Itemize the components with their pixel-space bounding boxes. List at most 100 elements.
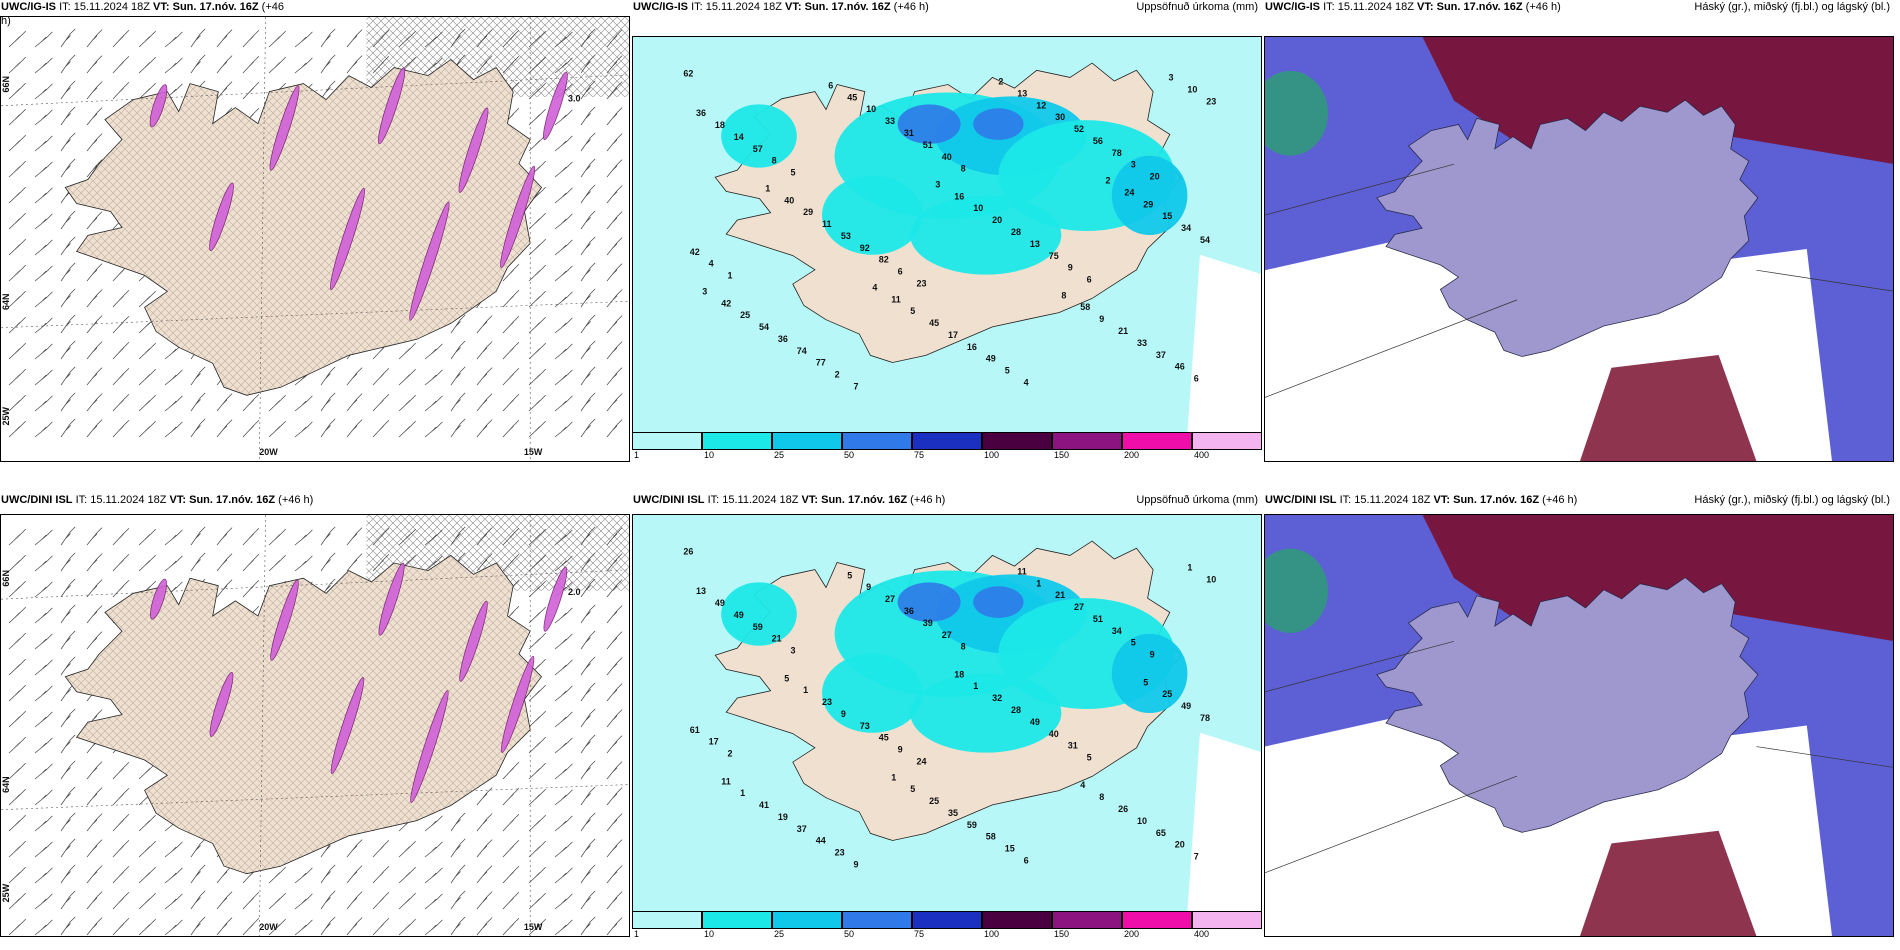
lat-label: 66N: [1, 76, 11, 93]
precip-value: 31: [904, 128, 914, 138]
precip-map: 26 24 9 9 5 3 6 2 8 7 9 5 23 31 21 15 17 27 20 45 34 44 40 59 58…: [632, 514, 1262, 912]
colorbar-box: [1122, 911, 1192, 929]
panel-title: UWC/DINI ISL IT: 15.11.2024 18Z VT: Sun.…: [1, 494, 314, 506]
panel-title: UWC/DINI ISL IT: 15.11.2024 18Z VT: Sun.…: [633, 494, 946, 506]
precip-value: 25: [740, 310, 750, 320]
precip-value: 2: [998, 77, 1003, 87]
precip-value: 21: [1055, 590, 1065, 600]
lon-label: 15W: [524, 447, 543, 457]
precip-colorbar: 1 10 25 50 75 100 150 200 400: [632, 911, 1262, 941]
precip-value: 33: [1137, 338, 1147, 348]
panel-subtitle: Uppsöfnuð úrkoma (mm): [1136, 1, 1258, 13]
precip-value: 4: [872, 282, 877, 292]
precip-value: 40: [784, 195, 794, 205]
precip-value: 16: [967, 342, 977, 352]
precip-value: 10: [973, 203, 983, 213]
panel-subtitle: Háský (gr.), miðský (fj.bl.) og lágský (…: [1694, 1, 1890, 13]
precip-value: 59: [753, 622, 763, 632]
colorbar-tick: 1: [634, 929, 640, 939]
panel-row2-clouds: UWC/DINI ISL IT: 15.11.2024 18Z VT: Sun.…: [1264, 493, 1894, 937]
precip-value: 6: [1194, 374, 1199, 384]
precip-value: 82: [879, 255, 889, 265]
panel-title: UWC/IG-IS IT: 15.11.2024 18Z VT: Sun. 17…: [633, 1, 929, 13]
precip-value: 9: [866, 582, 871, 592]
precip-value: 3: [935, 180, 940, 190]
colorbar-box: [842, 432, 912, 450]
precip-value: 92: [860, 243, 870, 253]
precip-value: 18: [954, 669, 964, 679]
precip-value: 15: [1162, 211, 1172, 221]
lat-label: 25W: [1, 406, 11, 425]
precip-value: 8: [772, 156, 777, 166]
precip-value: 11: [891, 294, 901, 304]
precip-value: 51: [1093, 614, 1103, 624]
precip-value: 45: [929, 318, 939, 328]
precip-value: 8: [1061, 290, 1066, 300]
precip-value: 9: [1150, 650, 1155, 660]
precip-blobs: [721, 570, 1188, 753]
precip-value: 19: [778, 812, 788, 822]
precip-value: 18: [715, 120, 725, 130]
precip-value: 10: [866, 104, 876, 114]
precip-value: 17: [948, 330, 958, 340]
precip-value: 5: [1143, 677, 1148, 687]
precip-value: 53: [841, 231, 851, 241]
lat-label: 64N: [1, 776, 11, 793]
precip-value: 8: [961, 164, 966, 174]
precip-value: 11: [822, 219, 832, 229]
precip-value: 39: [923, 618, 933, 628]
precip-value: 1: [973, 681, 978, 691]
colorbar-box: [632, 911, 702, 929]
precip-value: 3: [1169, 73, 1174, 83]
precip-value: 1: [728, 271, 733, 281]
precip-value: 49: [1030, 717, 1040, 727]
graticule: [1, 17, 629, 461]
colorbar-tick: 100: [984, 929, 1000, 939]
precip-value: 30: [1055, 112, 1065, 122]
colorbar-tick: 50: [844, 450, 855, 460]
snow-map: 2.0 20W 15W 66N 64N 25W: [0, 514, 630, 937]
precip-value: 42: [721, 298, 731, 308]
precip-value: 20: [1175, 840, 1185, 850]
colorbar-box: [1192, 432, 1262, 450]
snow-max-label: 3.0: [568, 93, 581, 103]
precip-value: 8: [1099, 792, 1104, 802]
low-cloud: [1265, 70, 1328, 156]
precip-value: 40: [1049, 729, 1059, 739]
precip-value: 6: [828, 81, 833, 91]
low-cloud: [1265, 548, 1328, 633]
lat-label: 64N: [1, 294, 11, 311]
precip-value: 29: [1143, 199, 1153, 209]
precip-value: 9: [898, 745, 903, 755]
colorbar-box: [1192, 911, 1262, 929]
precip-value: 12: [1036, 100, 1046, 110]
precip-value: 10: [1206, 574, 1216, 584]
precip-value: 51: [923, 140, 933, 150]
precip-value: 5: [791, 168, 796, 178]
precip-value: 77: [816, 358, 826, 368]
cloud-map: [1264, 36, 1894, 462]
panel-row1-clouds: UWC/IG-IS IT: 15.11.2024 18Z VT: Sun. 17…: [1264, 0, 1894, 462]
precip-value: 25: [1162, 689, 1172, 699]
precip-value: 54: [759, 322, 769, 332]
precip-value: 59: [967, 820, 977, 830]
colorbar-tick: 1: [634, 450, 640, 460]
precip-value: 58: [986, 832, 996, 842]
colorbar-tick: 75: [914, 450, 925, 460]
precip-value: 74: [797, 346, 807, 356]
precip-value: 32: [992, 693, 1002, 703]
colorbar-box: [1122, 432, 1192, 450]
precip-value: 52: [1074, 124, 1084, 134]
precip-value: 5: [847, 570, 852, 580]
precip-value: 44: [816, 836, 826, 846]
snow-streaks: [149, 67, 568, 321]
precip-value: 20: [1150, 172, 1160, 182]
precip-value: 1: [1187, 562, 1192, 572]
precip-value: 25: [929, 796, 939, 806]
precip-value: 23: [835, 848, 845, 858]
precip-value: 29: [803, 207, 813, 217]
colorbar-tick: 200: [1124, 450, 1140, 460]
precip-blobs: [721, 92, 1188, 275]
precip-value: 24: [1124, 187, 1134, 197]
precip-value: 37: [1156, 350, 1166, 360]
